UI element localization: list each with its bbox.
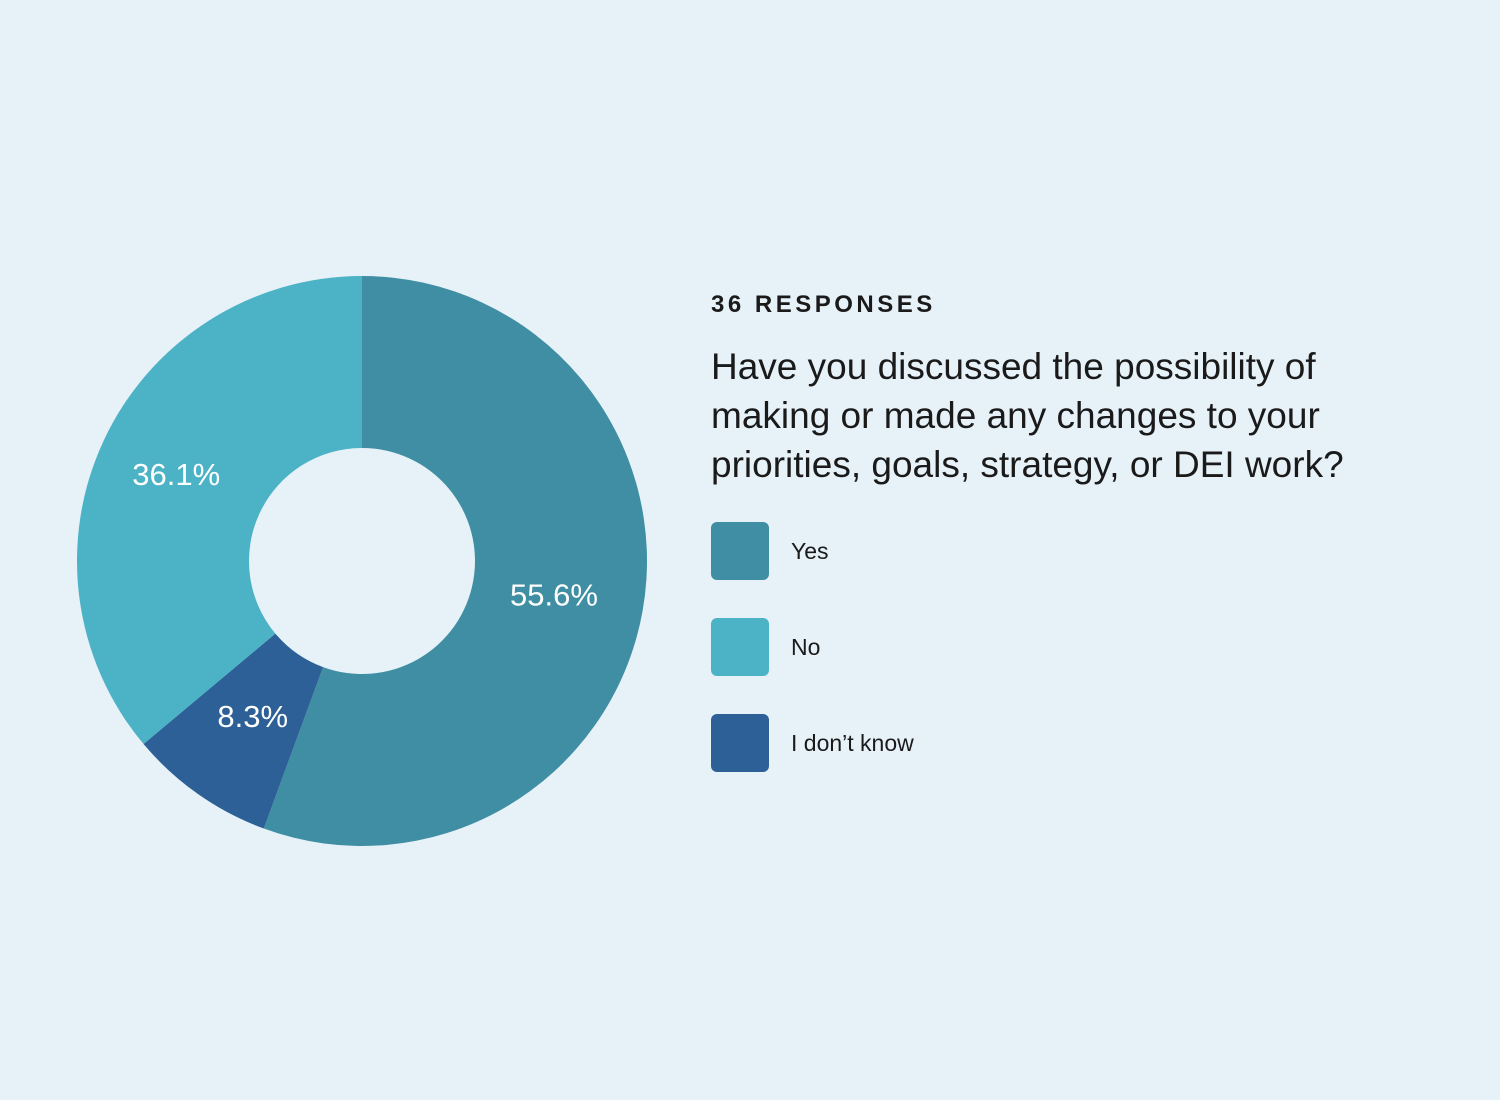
donut-chart: 55.6% 8.3% 36.1% bbox=[76, 276, 648, 846]
legend-swatch-yes bbox=[711, 522, 769, 580]
chart-question: Have you discussed the possibility of ma… bbox=[711, 346, 1344, 485]
slice-yes bbox=[263, 276, 648, 846]
donut-slices bbox=[76, 276, 648, 846]
legend-item-yes: Yes bbox=[711, 522, 914, 580]
legend-label-yes: Yes bbox=[791, 537, 829, 564]
slice-no bbox=[76, 276, 362, 745]
legend-label-dont-know: I don’t know bbox=[791, 729, 914, 756]
legend: Yes No I don’t know bbox=[711, 522, 914, 810]
legend-label-no: No bbox=[791, 633, 821, 660]
donut-slice-labels: 55.6% 8.3% 36.1% bbox=[132, 457, 598, 734]
slice-label-dont-know: 8.3% bbox=[217, 699, 288, 734]
slice-dont-know bbox=[143, 633, 324, 829]
question-panel: 36 RESPONSES Have you discussed the poss… bbox=[711, 288, 1471, 489]
legend-item-dont-know: I don’t know bbox=[711, 714, 914, 772]
slice-label-no: 36.1% bbox=[132, 457, 220, 492]
legend-swatch-no bbox=[711, 618, 769, 676]
response-count: 36 RESPONSES bbox=[711, 291, 936, 318]
slice-label-yes: 55.6% bbox=[510, 578, 598, 613]
legend-swatch-dont-know bbox=[711, 714, 769, 772]
legend-item-no: No bbox=[711, 618, 914, 676]
